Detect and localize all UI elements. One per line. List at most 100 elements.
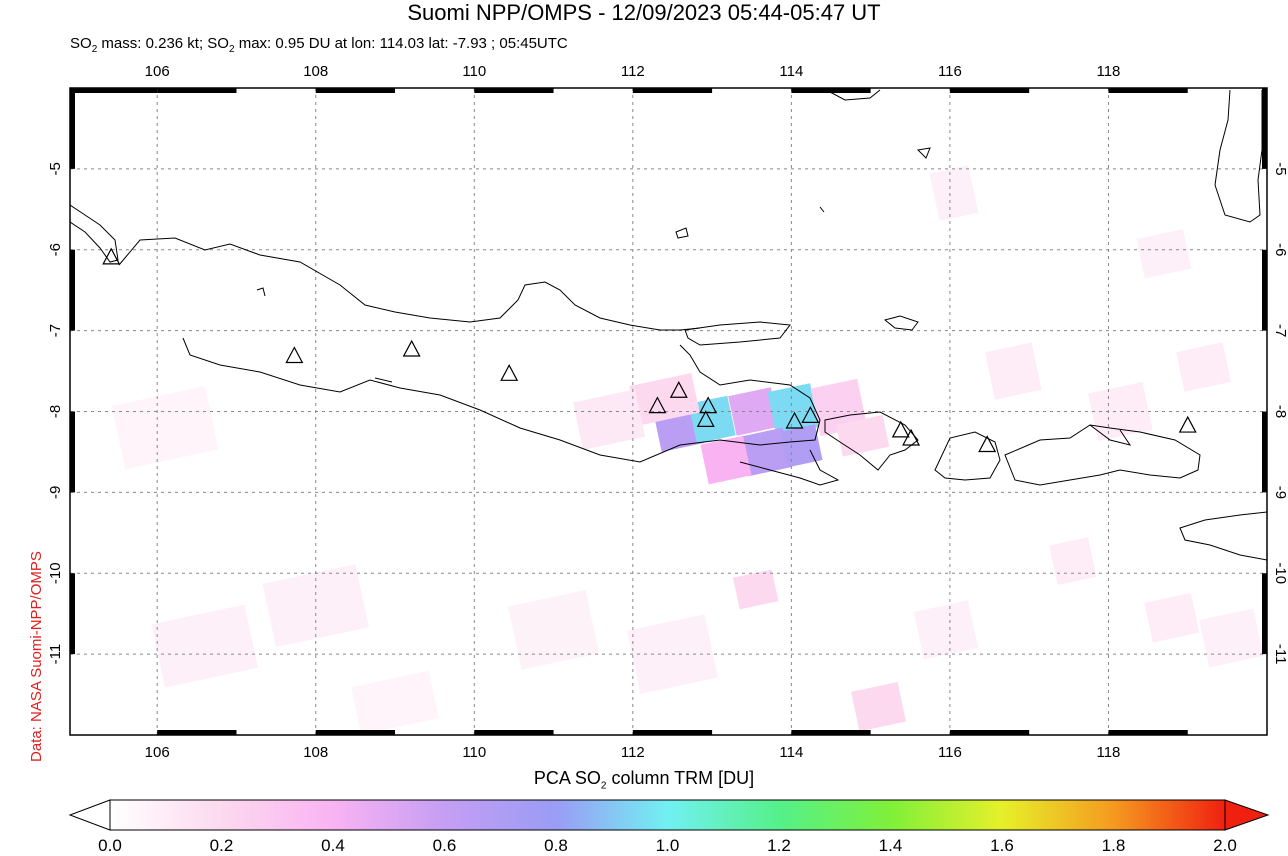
lon-tick-label-top: 112 (621, 63, 645, 80)
colorbar-tick-label: 1.8 (1101, 836, 1126, 855)
frame-bar-right (1262, 411, 1267, 493)
so2-summary: SO2 mass: 0.236 kt; SO2 max: 0.95 DU at … (70, 35, 568, 55)
colorbar-title: PCA SO2 column TRM [DU] (533, 768, 755, 792)
frame-bar-right (1262, 573, 1267, 655)
colorbar-tick-label: 2.0 (1213, 836, 1237, 855)
volcano-icon (902, 428, 921, 446)
colorbar-tick-label: 0.4 (321, 836, 345, 855)
coast-java-north (118, 237, 701, 331)
lon-tick-label-top: 114 (779, 63, 803, 80)
so2-pixel (1049, 537, 1097, 586)
coast-sumbawa (1004, 424, 1201, 486)
lon-tick-label-bottom: 106 (145, 744, 170, 760)
coast-islet-1 (675, 227, 689, 239)
coast-sumbawa-bay (1089, 424, 1132, 446)
volcano-icon (978, 435, 997, 453)
so2-pixel (732, 569, 779, 610)
graticule (70, 88, 1267, 735)
coast-sumba (1179, 511, 1267, 561)
volcano-icon (669, 381, 688, 398)
volcano-icon (402, 339, 421, 357)
coast-islet-2 (256, 287, 266, 297)
lon-tick-label-bottom: 118 (1096, 744, 1120, 760)
coast-java-south (182, 337, 821, 463)
volcano-icon (801, 406, 820, 423)
colorbar-gradient (109, 799, 1226, 831)
coast-sumatra (70, 204, 119, 263)
so2-pixel (1144, 593, 1200, 643)
frame-bar-top (791, 88, 871, 93)
so2-pixel (688, 395, 736, 444)
colorbar-low-arrow (68, 799, 111, 831)
lat-tick-label-right: -6 (1272, 243, 1288, 256)
lat-tick-label-right: -8 (1272, 405, 1288, 418)
volcano-icon (102, 247, 121, 265)
so2-pixel (351, 670, 439, 735)
frame-bar-top (157, 88, 237, 93)
so2-pixel-layer (111, 165, 1264, 735)
lon-tick-label-top: 106 (145, 63, 170, 80)
frame-bar-bottom (1108, 730, 1188, 735)
colorbar-tick-label: 0.2 (209, 836, 234, 855)
so2-pixel (836, 414, 890, 457)
lat-tick-label-right: -7 (1272, 324, 1288, 337)
lon-tick-label-bottom: 116 (938, 744, 962, 760)
map-svg: 106 106 108 108 110 110 112 112 114 114 116 116 118 1… (47, 63, 1288, 760)
colorbar-tick-label: 1.0 (655, 836, 680, 855)
lat-tick-label-left: -6 (47, 243, 64, 256)
frame-bar-bottom (632, 730, 713, 735)
frame-bar-top (1108, 88, 1188, 93)
frame-bar-bottom (474, 730, 554, 735)
colorbar-tick-label: 0.8 (544, 836, 568, 855)
lat-tick-label-left: -5 (47, 162, 64, 175)
frame-bar-top (474, 88, 554, 93)
coast-islet-5 (916, 147, 931, 159)
frame-bar-left (70, 88, 75, 169)
lon-tick-label-top: 110 (462, 63, 486, 80)
coast-islet-3 (883, 315, 919, 331)
frame-bar-left (70, 573, 75, 655)
volcano-icon (891, 420, 910, 438)
frame-bar-top (315, 88, 396, 93)
coast-borneo (829, 89, 881, 101)
so2-pixel (1176, 342, 1232, 392)
frame-bar-top (70, 88, 158, 93)
so2-pixel (111, 386, 219, 470)
so2-pixel (913, 600, 979, 660)
so2-pixel (508, 589, 600, 670)
lat-tick-label-left: -11 (47, 644, 64, 665)
frame-bar-bottom (791, 730, 871, 735)
frame-bar-left (70, 411, 75, 493)
frame-bar-bottom (315, 730, 396, 735)
so2-pixel (740, 427, 792, 477)
so2-pixel (985, 342, 1042, 400)
volcano-icon (648, 396, 667, 414)
volcano-markers (102, 247, 1197, 453)
so2-pixel (700, 435, 752, 485)
colorbar-tick-label: 1.4 (878, 836, 903, 855)
lat-tick-label-left: -10 (47, 562, 64, 584)
lat-tick-label-left: -8 (47, 405, 64, 418)
chart-title: Suomi NPP/OMPS - 12/09/2023 05:44-05:47 … (407, 0, 881, 25)
coast-bali (824, 411, 919, 471)
colorbar-tick-label: 1.2 (767, 836, 791, 855)
frame-tick-bars (70, 88, 1267, 735)
so2-pixel (629, 372, 700, 426)
lon-tick-label-top: 118 (1096, 63, 1120, 80)
volcano-icon (696, 410, 715, 427)
volcano-icon (500, 364, 519, 381)
lon-tick-label-top: 116 (938, 63, 962, 80)
lat-tick-label-right: -9 (1272, 486, 1288, 499)
so2-pixel (262, 564, 369, 648)
frame-bar-top (632, 88, 713, 93)
frame-bar-top (949, 88, 1030, 93)
lat-tick-label-right: -10 (1272, 562, 1288, 584)
coast-lombok (934, 431, 1001, 481)
lat-tick-label-right: -5 (1272, 162, 1288, 175)
volcano-icon (1178, 415, 1197, 433)
frame-bar-bottom (949, 730, 1030, 735)
colorbar-tick-label: 0.0 (98, 836, 122, 855)
lat-tick-label-left: -7 (47, 324, 64, 337)
so2-pixel (151, 604, 259, 688)
volcano-icon (785, 411, 804, 429)
